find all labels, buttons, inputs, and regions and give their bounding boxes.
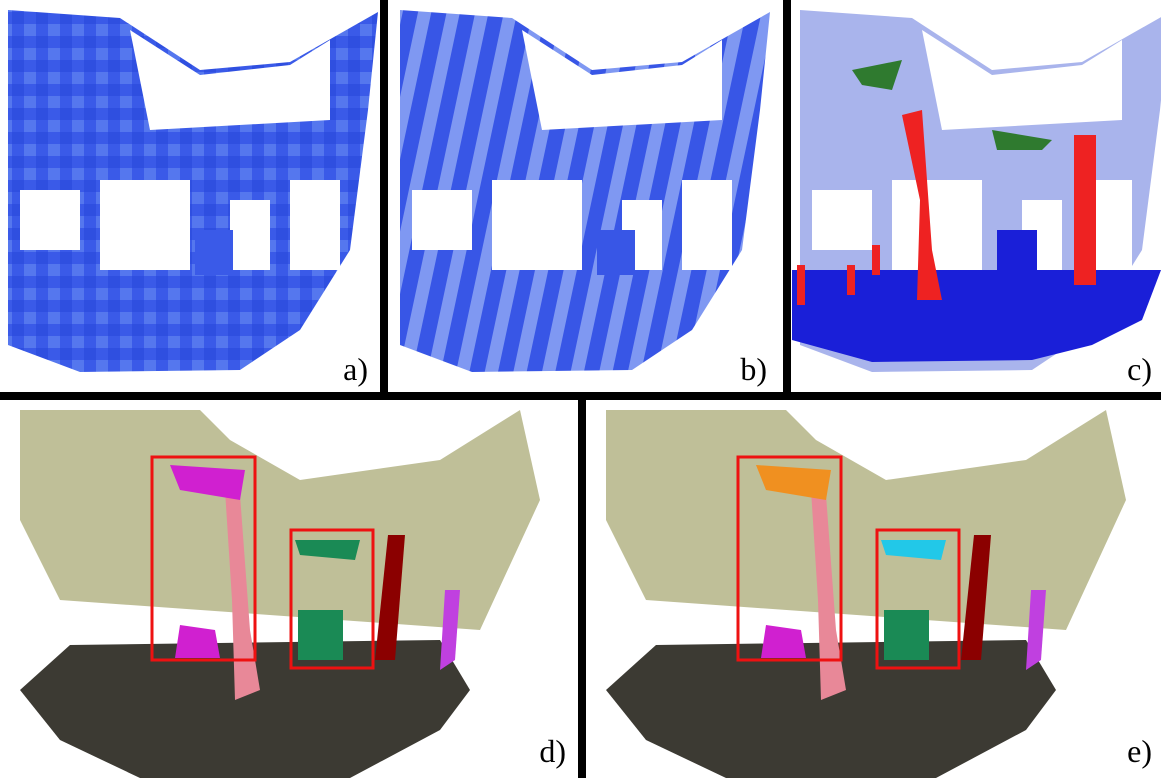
panel-d: d) (20, 410, 566, 778)
panel-label: a) (343, 351, 368, 387)
panel-e: e) (606, 410, 1152, 778)
panel-label: c) (1127, 351, 1152, 387)
panel-label: e) (1127, 733, 1152, 769)
panel-c: c) (792, 10, 1161, 387)
panel-label: d) (539, 733, 566, 769)
panel-label: b) (740, 351, 767, 387)
figure: a) b) c) d) e) (0, 0, 1161, 778)
separator (578, 396, 586, 778)
panel-a: a) (8, 10, 378, 387)
panel-b: b) (400, 10, 770, 387)
separator (380, 0, 388, 396)
separator (783, 0, 791, 396)
